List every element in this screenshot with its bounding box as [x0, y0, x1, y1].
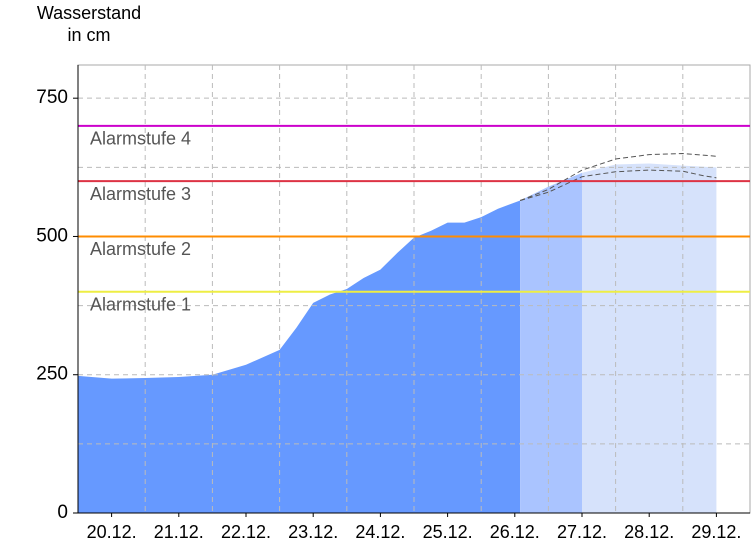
x-tick-label: 26.12. — [490, 522, 540, 542]
alarm-label: Alarmstufe 1 — [90, 295, 191, 315]
area — [582, 163, 717, 513]
forecast-line — [519, 152, 717, 201]
area — [520, 172, 582, 513]
x-tick-label: 29.12. — [691, 522, 741, 542]
x-tick-label: 24.12. — [355, 522, 405, 542]
x-tick-label: 27.12. — [557, 522, 607, 542]
alarm-label: Alarmstufe 4 — [90, 129, 191, 149]
x-tick-label: 25.12. — [423, 522, 473, 542]
y-tick-label: 500 — [36, 225, 68, 246]
x-tick-label: 22.12. — [221, 522, 271, 542]
x-tick-label: 28.12. — [624, 522, 674, 542]
y-axis-title: Wasserstand — [37, 3, 141, 23]
forecast-line — [520, 169, 717, 201]
y-tick-label: 0 — [57, 502, 68, 523]
x-tick-label: 23.12. — [288, 522, 338, 542]
y-tick-label: 250 — [36, 364, 68, 385]
x-tick-label: 21.12. — [154, 522, 204, 542]
y-axis-title: in cm — [67, 25, 110, 45]
alarm-label: Alarmstufe 2 — [90, 239, 191, 259]
x-tick-label: 20.12. — [87, 522, 137, 542]
alarm-label: Alarmstufe 3 — [90, 184, 191, 204]
y-tick-label: 750 — [36, 87, 68, 108]
area — [78, 200, 521, 514]
